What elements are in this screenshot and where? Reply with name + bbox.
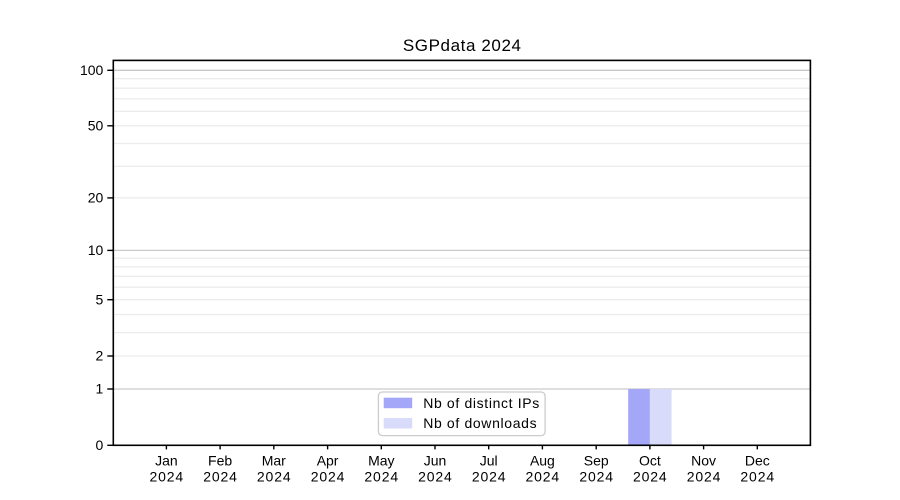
svg-text:2024: 2024 [150,469,185,485]
svg-text:2024: 2024 [579,469,614,485]
svg-text:50: 50 [88,117,104,133]
svg-text:Dec: Dec [745,453,770,469]
svg-text:Aug: Aug [530,453,555,469]
svg-text:Mar: Mar [262,453,286,469]
svg-text:2024: 2024 [311,469,346,485]
svg-text:May: May [368,453,394,469]
svg-text:2024: 2024 [364,469,399,485]
svg-text:2024: 2024 [257,469,292,485]
svg-text:SGPdata 2024: SGPdata 2024 [403,36,522,55]
svg-text:20: 20 [88,190,104,206]
svg-text:2024: 2024 [740,469,775,485]
svg-text:2024: 2024 [203,469,238,485]
svg-text:Sep: Sep [584,453,609,469]
svg-text:Apr: Apr [317,453,339,469]
svg-text:0: 0 [96,437,104,453]
svg-text:1: 1 [96,381,104,397]
svg-text:2024: 2024 [418,469,453,485]
svg-text:2024: 2024 [526,469,561,485]
svg-text:5: 5 [96,291,104,307]
svg-text:10: 10 [88,242,104,258]
svg-text:Jan: Jan [155,453,178,469]
svg-text:Nb of distinct IPs: Nb of distinct IPs [423,395,540,411]
svg-text:2: 2 [96,348,104,364]
svg-text:Feb: Feb [208,453,232,469]
svg-text:Jul: Jul [480,453,498,469]
svg-text:100: 100 [80,62,104,78]
svg-text:2024: 2024 [687,469,722,485]
svg-text:Oct: Oct [639,453,661,469]
svg-text:Nb of downloads: Nb of downloads [423,415,537,431]
svg-text:2024: 2024 [472,469,507,485]
svg-text:Nov: Nov [691,453,716,469]
svg-text:Jun: Jun [424,453,447,469]
svg-text:2024: 2024 [633,469,668,485]
